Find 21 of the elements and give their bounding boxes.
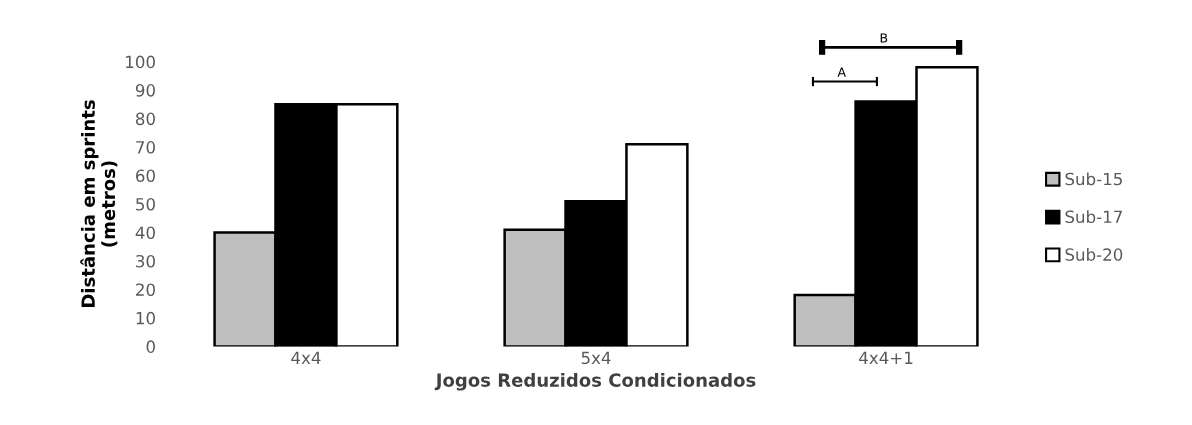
y-tick-label: 70 (136, 141, 155, 154)
x-tick-label: 4x4 (291, 351, 321, 364)
y-tick-label: 80 (135, 112, 155, 126)
y-tick-label: 90 (135, 84, 155, 97)
y-axis-title: Distância em sprints (metros) (80, 100, 118, 307)
y-tick-label: 20 (136, 283, 155, 296)
legend-label: Sub-17 (1065, 210, 1122, 224)
y-tick-label: 40 (135, 226, 155, 240)
annotation: A (837, 67, 846, 77)
x-tick-label: 4x4+1 (859, 351, 913, 364)
text: B (880, 33, 888, 43)
y-tick-label: 0 (146, 340, 155, 353)
y-tick-label: 100 (126, 55, 155, 69)
y-tick-label: 50 (136, 197, 155, 211)
legend-label: Sub-20 (1065, 247, 1123, 261)
x-axis-title: Jogos Reduzidos Condicionados (434, 372, 756, 391)
y-tick-label: 60 (136, 169, 155, 183)
x-tick-label: 5x4 (581, 351, 611, 365)
y-tick-label: 10 (136, 311, 155, 325)
y-tick-label: 30 (136, 254, 155, 268)
legend-label: Sub-15 (1065, 172, 1122, 186)
